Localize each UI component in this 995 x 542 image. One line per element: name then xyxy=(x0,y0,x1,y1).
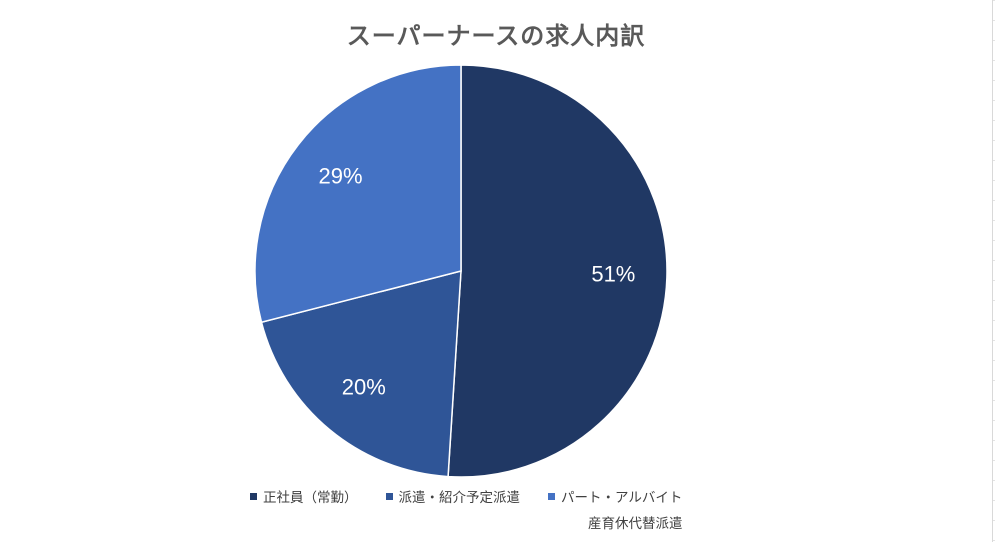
legend-label-part-line1: パート・アルバイト xyxy=(561,490,683,506)
pie-data-labels: 51% 20% 29% xyxy=(319,163,636,399)
legend-swatch-seishain xyxy=(250,492,257,500)
legend-swatch-haken xyxy=(385,492,393,500)
legend-item-part: パート・アルバイト xyxy=(548,486,682,506)
legend-item-seishain: 正社員（常勤） xyxy=(250,486,358,506)
pie-slice-seishain[interactable] xyxy=(447,64,668,478)
pie-slices xyxy=(254,64,668,478)
legend-item-haken: 派遣・紹介予定派遣 xyxy=(385,486,521,506)
pie-slice-part[interactable] xyxy=(254,64,462,324)
legend-label-seishain: 正社員（常勤） xyxy=(263,490,358,506)
data-label-haken: 20% xyxy=(342,374,386,399)
legend-label-haken: 派遣・紹介予定派遣 xyxy=(398,490,521,506)
legend-label-part-line2: 産育休代替派遣 xyxy=(588,516,683,532)
data-label-part: 29% xyxy=(319,163,363,188)
chart-legend: 正社員（常勤） 派遣・紹介予定派遣 パート・アルバイト 産育休代替派遣 xyxy=(250,486,770,532)
chart-title: スーパーナースの求人内訳 xyxy=(346,22,646,50)
pie-slice-haken[interactable] xyxy=(260,270,462,478)
data-label-seishain: 51% xyxy=(591,262,635,287)
legend-swatch-part xyxy=(548,492,555,500)
